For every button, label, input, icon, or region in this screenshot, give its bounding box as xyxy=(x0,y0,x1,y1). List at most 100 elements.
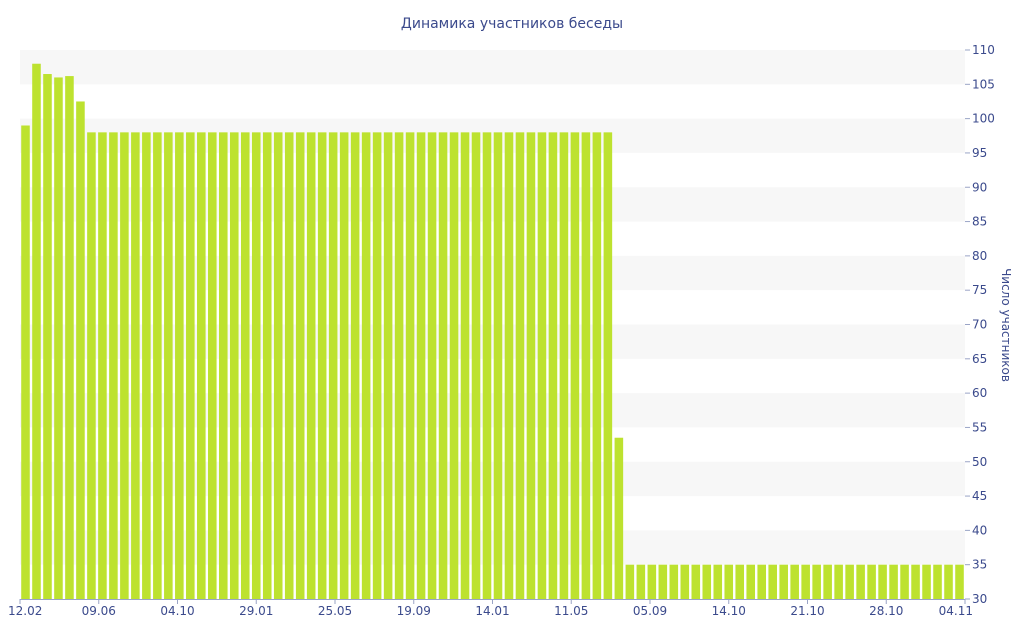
y-tick-label: 40 xyxy=(972,523,987,537)
bar xyxy=(625,564,635,599)
bar xyxy=(427,132,437,599)
bar xyxy=(845,564,854,599)
bar xyxy=(109,132,118,599)
y-axis-label: Число участников xyxy=(999,268,1013,382)
bar xyxy=(801,564,810,599)
x-tick-label: 04.10 xyxy=(160,604,194,618)
bar xyxy=(449,132,459,599)
y-tick-label: 95 xyxy=(972,146,987,160)
bar xyxy=(570,132,580,599)
bar xyxy=(317,132,327,599)
grid-band xyxy=(20,530,965,565)
bar xyxy=(504,132,514,599)
bar xyxy=(867,564,876,599)
bar xyxy=(779,564,788,599)
y-tick-label: 60 xyxy=(972,386,987,400)
x-tick-label: 28.10 xyxy=(869,604,903,618)
bar xyxy=(834,564,843,599)
bar xyxy=(878,564,887,599)
bar xyxy=(911,564,920,599)
x-tick-label: 11.05 xyxy=(554,604,588,618)
bar xyxy=(614,437,624,599)
chart-title: Динамика участников беседы xyxy=(401,16,623,32)
bar xyxy=(43,74,52,599)
x-tick-label: 19.09 xyxy=(397,604,431,618)
bar xyxy=(361,132,371,599)
grid-band xyxy=(20,461,965,497)
bar xyxy=(120,132,129,599)
bar xyxy=(98,132,107,599)
bar xyxy=(680,564,690,599)
grid-bands xyxy=(20,50,965,565)
y-tick-label: 55 xyxy=(972,420,987,434)
bar xyxy=(548,132,558,599)
y-axis: 30 35 40 45 50 55 60 65 70 75 80 85 90 95 100 105 110 xyxy=(965,43,995,606)
bar xyxy=(295,132,305,599)
grid-band xyxy=(20,118,965,153)
bar xyxy=(559,132,569,599)
bar xyxy=(471,132,481,599)
bar xyxy=(526,132,536,599)
y-tick-label: 110 xyxy=(972,43,995,57)
bar xyxy=(405,132,415,599)
bar xyxy=(768,564,777,599)
y-tick-label: 90 xyxy=(972,180,987,194)
bar xyxy=(175,132,184,599)
y-tick-label: 80 xyxy=(972,249,987,263)
bar xyxy=(790,564,799,599)
bar xyxy=(933,564,942,599)
bar xyxy=(240,132,250,599)
x-tick-label: 14.10 xyxy=(712,604,746,618)
bar xyxy=(208,132,217,599)
bar xyxy=(658,564,668,599)
bar xyxy=(229,132,239,599)
bar xyxy=(251,132,261,599)
bar xyxy=(32,63,41,600)
bar xyxy=(669,564,679,599)
bar xyxy=(757,564,766,599)
grid-band xyxy=(20,187,965,222)
bar xyxy=(702,564,712,599)
y-tick-label: 85 xyxy=(972,215,987,229)
bar xyxy=(416,132,426,599)
bar xyxy=(328,132,338,599)
y-tick-label: 65 xyxy=(972,352,987,366)
bar xyxy=(306,132,316,599)
bar xyxy=(284,132,294,599)
y-tick-label: 70 xyxy=(972,318,987,332)
bar xyxy=(592,132,602,599)
grid-band xyxy=(20,393,965,428)
bar xyxy=(493,132,503,599)
bar xyxy=(131,132,140,599)
bar xyxy=(273,132,283,599)
bar xyxy=(186,132,195,599)
bar xyxy=(735,564,745,599)
bar xyxy=(900,564,909,599)
y-tick-label: 105 xyxy=(972,77,995,91)
bar xyxy=(482,132,492,599)
bar xyxy=(76,101,85,599)
bar xyxy=(922,564,931,599)
grid-band xyxy=(20,255,965,291)
bar xyxy=(724,564,734,599)
bar xyxy=(691,564,701,599)
y-tick-label: 30 xyxy=(972,592,987,606)
grid-band xyxy=(20,324,965,359)
bar xyxy=(142,132,151,599)
x-tick-label: 14.01 xyxy=(475,604,509,618)
bar xyxy=(262,132,272,599)
x-tick-label: 04.11 xyxy=(939,604,973,618)
y-tick-label: 45 xyxy=(972,489,987,503)
x-tick-label: 21.10 xyxy=(790,604,824,618)
bar xyxy=(944,564,953,599)
x-tick-label: 09.06 xyxy=(82,604,116,618)
grid-band xyxy=(20,50,965,85)
bar xyxy=(65,76,74,599)
bar xyxy=(537,132,547,599)
bar xyxy=(636,564,646,599)
bar xyxy=(54,77,63,599)
bar xyxy=(581,132,591,599)
bar-series xyxy=(21,63,964,600)
x-tick-label: 05.09 xyxy=(633,604,667,618)
bar xyxy=(515,132,525,599)
